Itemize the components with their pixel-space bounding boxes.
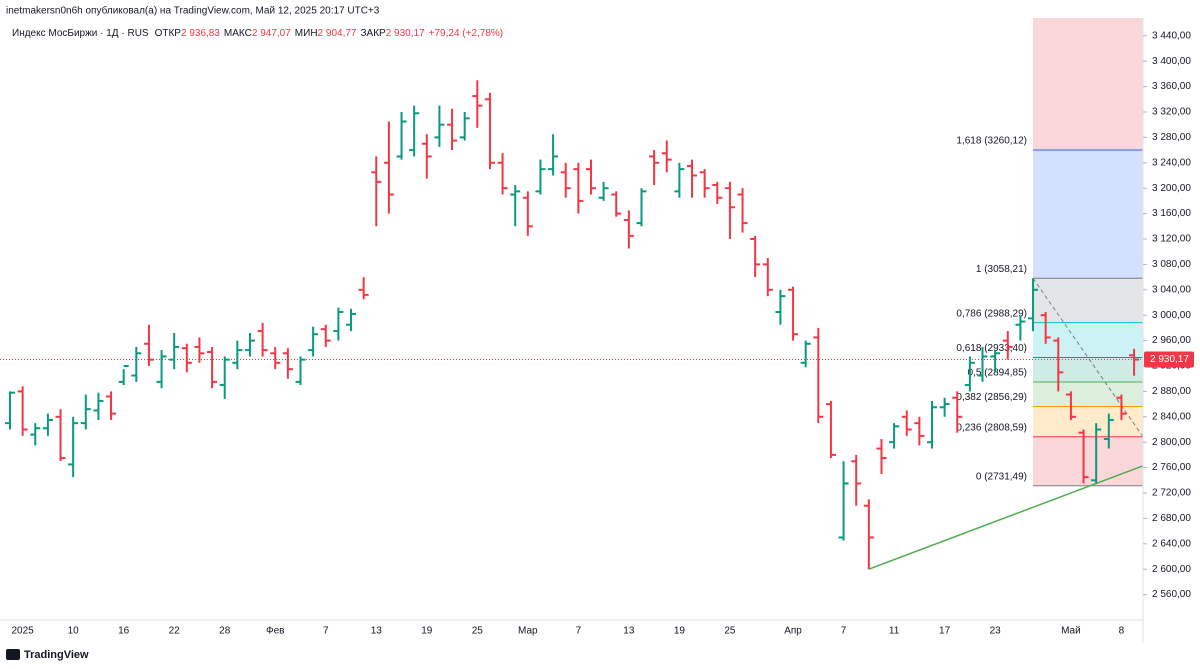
close-label: ЗАКР [360, 28, 386, 39]
brand: TradingView [24, 649, 89, 661]
fib-layer: 0 (2731,49) 0,236 (2808,59) 0,382 (2856,29… [956, 18, 1144, 487]
x-tick-label: 13 [623, 626, 635, 637]
x-tick-label: Фев [266, 626, 284, 637]
y-tick-label: 2 840,00 [1152, 411, 1191, 422]
x-tick-label: Мар [518, 626, 538, 637]
fib-band [1033, 18, 1143, 151]
y-tick-label: 3 400,00 [1152, 56, 1191, 67]
fib-band [1033, 357, 1143, 382]
y-tick-label: 3 000,00 [1152, 310, 1191, 321]
x-tick-label: 10 [68, 626, 80, 637]
y-tick-label: 2 960,00 [1152, 335, 1191, 346]
x-tick-label: 19 [421, 626, 433, 637]
x-tick-label: 8 [1119, 626, 1125, 637]
fib-band [1033, 322, 1143, 358]
close-value: 2 930,17 [386, 28, 425, 39]
x-tick-label: Май [1061, 626, 1081, 637]
y-tick-label: 2 600,00 [1152, 564, 1191, 575]
y-tick-label: 3 120,00 [1152, 234, 1191, 245]
y-tick-label: 2 880,00 [1152, 386, 1191, 397]
fib-label: 1,618 (3260,12) [956, 136, 1027, 147]
y-tick-label: 3 320,00 [1152, 107, 1191, 118]
fib-band [1033, 381, 1143, 407]
x-tick-label: 7 [576, 626, 582, 637]
price-layer [0, 80, 1144, 570]
x-tick-label: Апр [784, 626, 802, 637]
fib-label: 1 (3058,21) [976, 264, 1027, 275]
fib-label: 0,382 (2856,29) [956, 392, 1027, 403]
x-tick-label: 19 [674, 626, 686, 637]
fib-band [1033, 436, 1143, 486]
x-tick-label: 23 [990, 626, 1002, 637]
y-tick-label: 3 080,00 [1152, 259, 1191, 270]
x-tick-label: 28 [219, 626, 231, 637]
x-tick-label: 22 [169, 626, 181, 637]
y-tick-label: 3 040,00 [1152, 284, 1191, 295]
last-price-badge [1144, 351, 1194, 368]
fib-band [1033, 406, 1143, 437]
y-tick-label: 2 800,00 [1152, 437, 1191, 448]
low-label: МИН [295, 28, 318, 39]
legend: Индекс МосБиржи · 1Д · RUS ОТКР2 936,83 МА… [12, 28, 503, 39]
y-tick-label: 2 640,00 [1152, 538, 1191, 549]
logo-icon [6, 649, 20, 660]
y-tick-label: 2 760,00 [1152, 462, 1191, 473]
open-label: ОТКР [155, 28, 182, 39]
x-tick-label: 13 [371, 626, 383, 637]
y-tick-label: 3 160,00 [1152, 208, 1191, 219]
y-tick-label: 3 280,00 [1152, 132, 1191, 143]
x-tick-label: 16 [118, 626, 130, 637]
y-tick-label: 2 720,00 [1152, 488, 1191, 499]
fib-label: 0,786 (2988,29) [956, 308, 1027, 319]
y-tick-label: 3 360,00 [1152, 81, 1191, 92]
fib-label: 0,5 (2894,85) [968, 368, 1028, 379]
y-tick-label: 2 680,00 [1152, 513, 1191, 524]
x-tick-label: 17 [939, 626, 951, 637]
x-tick-label: 11 [889, 626, 900, 637]
high-value: 2 947,07 [252, 28, 291, 39]
fib-label: 0,236 (2808,59) [956, 422, 1027, 433]
x-tick-label: 25 [724, 626, 736, 637]
x-tick-label: 2025 [12, 626, 35, 637]
x-tick-label: 25 [472, 626, 484, 637]
open-value: 2 936,83 [181, 28, 220, 39]
x-tick-label: 7 [323, 626, 329, 637]
fib-label: 0,618 (2933,40) [956, 343, 1027, 354]
y-tick-label: 3 240,00 [1152, 157, 1191, 168]
high-label: МАКС [224, 28, 252, 39]
y-tick-label: 3 440,00 [1152, 30, 1191, 41]
fib-band [1033, 278, 1143, 323]
low-value: 2 904,77 [318, 28, 357, 39]
y-tick-label: 3 200,00 [1152, 183, 1191, 194]
change: +79,24 (+2,78%) [429, 28, 504, 39]
fib-band [1033, 150, 1143, 279]
trendline [868, 465, 1144, 570]
fib-label: 0 (2731,49) [976, 471, 1027, 482]
y-tick-label: 2 560,00 [1152, 589, 1191, 600]
symbol: Индекс МосБиржи · 1Д · RUS [12, 28, 149, 39]
last-price-label: 2 930,17 [1150, 354, 1189, 365]
publisher: inetmakersn0n6h опубликовал(а) на Tradin… [6, 5, 380, 17]
x-tick-label: 7 [841, 626, 847, 637]
